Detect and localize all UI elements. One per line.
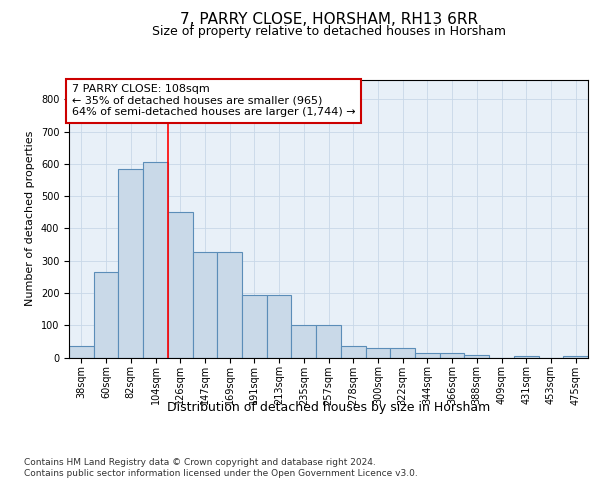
Bar: [341, 346, 365, 358]
Bar: [69, 346, 94, 358]
Bar: [390, 348, 415, 358]
Text: 7 PARRY CLOSE: 108sqm
← 35% of detached houses are smaller (965)
64% of semi-det: 7 PARRY CLOSE: 108sqm ← 35% of detached …: [71, 84, 355, 117]
Y-axis label: Number of detached properties: Number of detached properties: [25, 131, 35, 306]
Bar: [143, 162, 168, 358]
Bar: [94, 272, 118, 358]
Bar: [168, 212, 193, 358]
Bar: [563, 356, 588, 358]
Bar: [118, 168, 143, 358]
Bar: [193, 252, 217, 358]
Bar: [242, 294, 267, 358]
Bar: [217, 252, 242, 358]
Bar: [514, 356, 539, 358]
Text: Size of property relative to detached houses in Horsham: Size of property relative to detached ho…: [152, 25, 506, 38]
Bar: [316, 325, 341, 358]
Text: 7, PARRY CLOSE, HORSHAM, RH13 6RR: 7, PARRY CLOSE, HORSHAM, RH13 6RR: [180, 12, 478, 26]
Text: Contains HM Land Registry data © Crown copyright and database right 2024.: Contains HM Land Registry data © Crown c…: [24, 458, 376, 467]
Bar: [464, 355, 489, 358]
Text: Distribution of detached houses by size in Horsham: Distribution of detached houses by size …: [167, 401, 490, 414]
Text: Contains public sector information licensed under the Open Government Licence v3: Contains public sector information licen…: [24, 470, 418, 478]
Bar: [292, 325, 316, 358]
Bar: [267, 294, 292, 358]
Bar: [365, 348, 390, 358]
Bar: [440, 354, 464, 358]
Bar: [415, 354, 440, 358]
